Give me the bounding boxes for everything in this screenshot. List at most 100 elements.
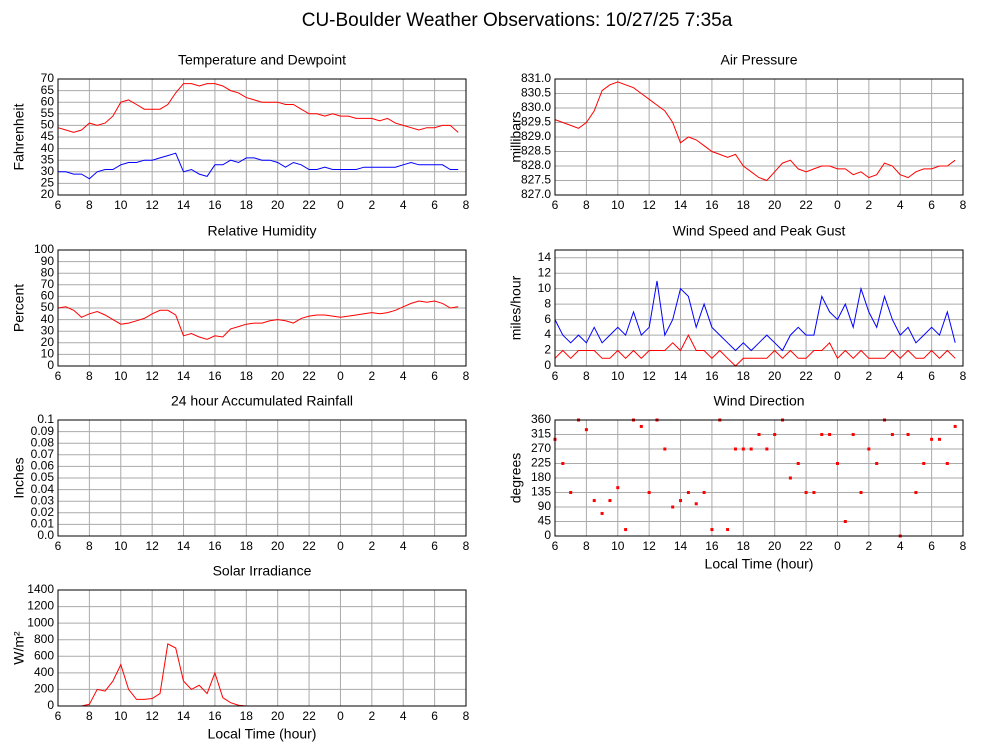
x-tick-label: 6 [55, 709, 62, 723]
x-tick-label: 14 [674, 198, 688, 212]
data-point [741, 447, 745, 451]
y-tick-label: 135 [531, 485, 551, 499]
data-point [788, 476, 792, 480]
x-tick-label: 6 [552, 198, 559, 212]
y-tick-label: 80 [41, 265, 55, 279]
x-tick-label: 18 [240, 539, 254, 553]
x-tick-label: 2 [866, 369, 873, 383]
y-tick-label: 360 [531, 412, 551, 426]
data-line [554, 280, 956, 352]
data-point [890, 433, 894, 436]
y-tick-label: 0.09 [31, 424, 55, 438]
data-point [624, 528, 628, 532]
x-tick-label: 6 [552, 369, 559, 383]
data-point [820, 433, 824, 436]
y-tick-label: 0.03 [31, 493, 55, 507]
x-tick-label: 8 [960, 369, 967, 383]
x-tick-label: 2 [866, 539, 873, 553]
x-tick-label: 0 [834, 198, 841, 212]
y-tick-label: 70 [41, 71, 55, 85]
data-point [733, 447, 737, 451]
x-tick-label: 8 [583, 198, 590, 212]
y-tick-label: 14 [538, 250, 552, 264]
data-point [726, 528, 730, 532]
y-tick-label: 200 [34, 682, 54, 696]
y-tick-label: 1400 [27, 582, 54, 596]
data-point [569, 491, 573, 494]
y-tick-label: 0.08 [31, 435, 55, 449]
data-point [616, 486, 620, 490]
x-tick-label: 20 [271, 369, 285, 383]
x-tick-label: 0 [834, 369, 841, 383]
plot-frame [57, 78, 467, 196]
data-point [765, 447, 769, 451]
x-tick-label: 22 [302, 539, 316, 553]
x-axis-label: Local Time (hour) [705, 556, 814, 572]
data-point [561, 462, 565, 465]
x-tick-label: 12 [145, 369, 159, 383]
x-tick-label: 2 [866, 198, 873, 212]
y-axis-label: millibars [508, 111, 524, 162]
y-tick-label: 830.5 [521, 86, 551, 100]
plot-area [58, 590, 466, 706]
data-point [937, 437, 941, 441]
data-point [906, 433, 910, 436]
x-tick-label: 22 [302, 198, 316, 212]
x-tick-label: 6 [55, 198, 62, 212]
x-tick-label: 20 [768, 198, 782, 212]
x-tick-label: 18 [737, 539, 751, 553]
x-tick-label: 4 [400, 198, 407, 212]
y-tick-label: 4 [544, 327, 551, 341]
x-tick-label: 14 [177, 369, 191, 383]
data-point [867, 447, 871, 451]
data-point [639, 424, 643, 428]
x-tick-label: 6 [431, 369, 438, 383]
data-point [953, 424, 957, 428]
panel-title: Relative Humidity [208, 223, 317, 239]
y-tick-label: 800 [34, 632, 54, 646]
x-tick-label: 4 [897, 369, 904, 383]
y-tick-label: 50 [41, 300, 55, 314]
x-tick-label: 22 [799, 198, 813, 212]
x-tick-label: 6 [55, 369, 62, 383]
plot-frame [554, 78, 964, 196]
panel-title: Solar Irradiance [213, 563, 312, 579]
data-point [773, 433, 777, 436]
y-tick-label: 0 [544, 528, 551, 542]
x-tick-label: 6 [431, 709, 438, 723]
x-tick-label: 8 [463, 198, 470, 212]
x-tick-label: 20 [768, 369, 782, 383]
x-tick-label: 16 [705, 369, 719, 383]
x-tick-label: 8 [463, 369, 470, 383]
x-tick-label: 8 [86, 198, 93, 212]
data-point [796, 462, 800, 465]
y-tick-label: 829.0 [521, 129, 551, 143]
x-tick-label: 10 [114, 709, 128, 723]
x-tick-label: 0 [337, 709, 344, 723]
x-tick-label: 10 [611, 198, 625, 212]
data-point [875, 462, 879, 465]
x-tick-label: 6 [552, 539, 559, 553]
x-tick-label: 18 [240, 198, 254, 212]
x-tick-label: 4 [897, 539, 904, 553]
panel-title: Wind Direction [713, 393, 804, 409]
y-tick-label: 270 [531, 441, 551, 455]
panel-title: Air Pressure [720, 52, 797, 68]
x-tick-label: 6 [928, 539, 935, 553]
x-tick-label: 18 [240, 709, 254, 723]
y-tick-label: 827.0 [521, 187, 551, 201]
data-point [686, 491, 690, 494]
data-point [694, 502, 698, 506]
x-tick-label: 16 [208, 539, 222, 553]
x-tick-label: 0 [337, 369, 344, 383]
x-tick-label: 16 [208, 198, 222, 212]
x-axis-label: Local Time (hour) [208, 726, 317, 742]
y-tick-label: 20 [41, 187, 55, 201]
y-tick-label: 2 [544, 343, 551, 357]
y-tick-label: 55 [41, 106, 55, 120]
y-tick-label: 65 [41, 83, 55, 97]
x-tick-label: 14 [177, 539, 191, 553]
data-point [663, 447, 667, 451]
data-point [671, 505, 675, 509]
